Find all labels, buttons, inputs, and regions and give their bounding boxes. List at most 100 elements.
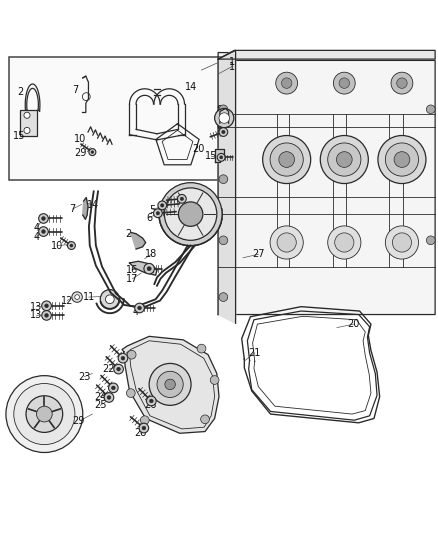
Circle shape	[121, 356, 125, 360]
Circle shape	[138, 306, 141, 310]
Text: 17: 17	[127, 274, 139, 284]
Circle shape	[106, 295, 114, 304]
Circle shape	[153, 209, 162, 217]
Circle shape	[36, 406, 52, 422]
Text: 12: 12	[61, 296, 73, 305]
Text: 11: 11	[83, 292, 95, 302]
Circle shape	[222, 130, 225, 134]
Circle shape	[160, 204, 164, 207]
Circle shape	[219, 128, 228, 136]
Text: 6: 6	[146, 213, 152, 223]
Text: 24: 24	[94, 392, 106, 401]
Polygon shape	[218, 51, 435, 59]
Circle shape	[149, 399, 153, 403]
Text: 4: 4	[33, 223, 39, 233]
Circle shape	[91, 151, 94, 154]
Text: 2: 2	[125, 229, 131, 239]
Text: 18: 18	[145, 249, 157, 259]
Circle shape	[42, 301, 51, 311]
Text: 2: 2	[17, 87, 24, 97]
Text: 7: 7	[73, 85, 79, 95]
Circle shape	[282, 78, 292, 88]
Text: 26: 26	[144, 400, 156, 410]
Circle shape	[75, 295, 79, 300]
Circle shape	[141, 416, 149, 425]
Circle shape	[328, 143, 361, 176]
Circle shape	[276, 72, 297, 94]
Circle shape	[159, 183, 222, 246]
Text: 22: 22	[103, 364, 115, 374]
Text: 15: 15	[205, 151, 217, 161]
Circle shape	[127, 350, 136, 359]
Circle shape	[67, 241, 75, 249]
Circle shape	[392, 233, 412, 252]
Circle shape	[45, 313, 49, 317]
Circle shape	[279, 152, 294, 167]
Text: 7: 7	[70, 204, 76, 214]
Polygon shape	[218, 53, 435, 314]
Circle shape	[89, 149, 96, 156]
Polygon shape	[131, 232, 146, 249]
Circle shape	[219, 175, 228, 183]
Circle shape	[42, 230, 46, 233]
Text: 14: 14	[184, 83, 197, 93]
Circle shape	[426, 236, 435, 245]
Circle shape	[42, 311, 51, 320]
Text: 14: 14	[87, 200, 99, 211]
Circle shape	[42, 216, 46, 220]
Circle shape	[107, 395, 111, 399]
Text: 19: 19	[30, 418, 42, 428]
Text: 29: 29	[74, 148, 86, 158]
Circle shape	[157, 372, 183, 398]
Circle shape	[391, 72, 413, 94]
Circle shape	[339, 78, 350, 88]
Circle shape	[111, 386, 115, 390]
Polygon shape	[122, 336, 219, 433]
Circle shape	[139, 423, 149, 433]
Circle shape	[219, 236, 228, 245]
Circle shape	[24, 127, 30, 133]
Text: 1: 1	[229, 57, 235, 67]
Circle shape	[385, 226, 419, 259]
Circle shape	[335, 233, 354, 252]
Circle shape	[70, 244, 73, 247]
Text: 10: 10	[51, 240, 64, 251]
Bar	[20, 110, 37, 135]
Circle shape	[180, 197, 184, 200]
Circle shape	[219, 113, 230, 123]
Circle shape	[39, 214, 48, 223]
Polygon shape	[130, 261, 157, 275]
Circle shape	[147, 396, 156, 406]
Circle shape	[118, 353, 128, 363]
Circle shape	[135, 303, 145, 313]
Polygon shape	[218, 51, 236, 323]
Circle shape	[109, 383, 118, 393]
Circle shape	[156, 212, 159, 215]
Text: 3: 3	[173, 201, 179, 211]
Text: 5: 5	[149, 205, 156, 215]
Circle shape	[45, 304, 49, 308]
Circle shape	[127, 389, 135, 398]
Circle shape	[277, 233, 296, 252]
Circle shape	[144, 263, 154, 274]
Text: 27: 27	[252, 249, 265, 259]
Circle shape	[14, 384, 75, 445]
Circle shape	[149, 364, 191, 405]
Text: 8: 8	[217, 105, 223, 115]
Circle shape	[263, 135, 311, 183]
Text: 1: 1	[229, 61, 235, 71]
Text: 9: 9	[216, 124, 222, 134]
Circle shape	[378, 135, 426, 183]
Circle shape	[104, 393, 114, 402]
Circle shape	[385, 143, 419, 176]
Text: 21: 21	[249, 348, 261, 358]
Circle shape	[117, 367, 120, 371]
Circle shape	[219, 105, 228, 114]
Circle shape	[100, 289, 120, 309]
Circle shape	[114, 364, 124, 374]
Circle shape	[394, 152, 410, 167]
Text: 4: 4	[33, 232, 39, 242]
Circle shape	[215, 108, 234, 128]
Circle shape	[333, 72, 355, 94]
Circle shape	[26, 395, 63, 432]
